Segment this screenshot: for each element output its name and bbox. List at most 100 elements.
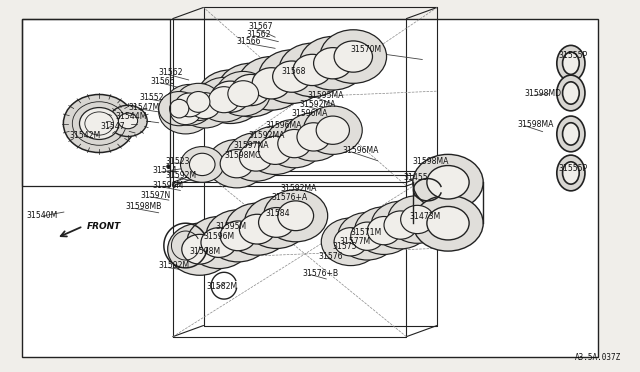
Ellipse shape: [300, 36, 366, 90]
Text: 31544M: 31544M: [115, 112, 147, 121]
Ellipse shape: [293, 54, 332, 86]
Text: 31576+B: 31576+B: [302, 269, 338, 278]
Ellipse shape: [182, 234, 218, 264]
Text: 31592MA: 31592MA: [280, 184, 317, 193]
Ellipse shape: [178, 83, 232, 128]
Ellipse shape: [297, 123, 330, 151]
Text: 31597NA: 31597NA: [234, 141, 269, 150]
Ellipse shape: [563, 162, 579, 184]
Ellipse shape: [320, 30, 387, 83]
Ellipse shape: [252, 68, 291, 99]
Text: 31523: 31523: [165, 157, 189, 166]
Text: 31598MB: 31598MB: [125, 202, 162, 211]
Ellipse shape: [351, 222, 384, 250]
Ellipse shape: [557, 75, 585, 111]
Ellipse shape: [206, 210, 270, 262]
Ellipse shape: [314, 48, 352, 79]
Ellipse shape: [176, 83, 221, 121]
Ellipse shape: [159, 89, 212, 134]
Ellipse shape: [401, 205, 434, 234]
Ellipse shape: [338, 212, 397, 260]
Ellipse shape: [557, 155, 585, 191]
Text: 31576: 31576: [319, 252, 343, 261]
Ellipse shape: [284, 113, 343, 161]
Text: 31595MA: 31595MA: [307, 92, 344, 100]
Ellipse shape: [197, 77, 251, 122]
Ellipse shape: [259, 50, 325, 103]
Ellipse shape: [413, 195, 483, 251]
Text: 31596M: 31596M: [204, 232, 235, 241]
Ellipse shape: [384, 211, 417, 239]
Ellipse shape: [189, 93, 220, 119]
Text: 31598MC: 31598MC: [224, 151, 260, 160]
Text: 31582M: 31582M: [206, 282, 237, 291]
Ellipse shape: [239, 143, 273, 171]
Ellipse shape: [207, 140, 266, 188]
Ellipse shape: [175, 93, 204, 117]
Ellipse shape: [259, 208, 294, 237]
Text: 31566: 31566: [237, 37, 261, 46]
Ellipse shape: [557, 45, 585, 81]
Text: A3.5A.037Z: A3.5A.037Z: [575, 353, 621, 362]
Ellipse shape: [273, 61, 311, 92]
Ellipse shape: [279, 43, 346, 97]
Text: 31584: 31584: [266, 209, 290, 218]
Ellipse shape: [334, 41, 372, 72]
Ellipse shape: [79, 108, 119, 140]
Text: 31597N: 31597N: [141, 191, 171, 200]
Ellipse shape: [232, 74, 270, 106]
Ellipse shape: [563, 82, 579, 104]
Text: 31568: 31568: [282, 67, 306, 76]
Text: 31596MA: 31596MA: [291, 109, 328, 118]
Text: 31576+A: 31576+A: [271, 193, 307, 202]
Ellipse shape: [216, 71, 270, 116]
Ellipse shape: [209, 87, 239, 113]
Text: 31542M: 31542M: [69, 131, 100, 140]
Text: 31595M: 31595M: [215, 222, 246, 231]
Ellipse shape: [265, 119, 324, 168]
Ellipse shape: [170, 99, 189, 118]
Ellipse shape: [187, 217, 251, 269]
Ellipse shape: [244, 196, 308, 248]
Text: 31592M: 31592M: [165, 171, 196, 180]
Text: 31567: 31567: [248, 22, 273, 31]
Ellipse shape: [168, 223, 232, 275]
Text: 31598MD: 31598MD: [525, 89, 562, 98]
Ellipse shape: [218, 63, 284, 117]
Text: 31598MA: 31598MA: [517, 120, 554, 129]
Text: 31547M: 31547M: [128, 103, 159, 112]
Ellipse shape: [180, 147, 224, 182]
Ellipse shape: [278, 129, 311, 158]
Text: 31547: 31547: [100, 122, 125, 131]
Ellipse shape: [228, 81, 259, 107]
Text: 31596MA: 31596MA: [266, 121, 302, 130]
Ellipse shape: [259, 136, 292, 164]
Text: 31566: 31566: [150, 77, 175, 86]
Ellipse shape: [187, 92, 210, 112]
Ellipse shape: [197, 70, 264, 124]
Text: 31596MA: 31596MA: [342, 146, 379, 155]
Ellipse shape: [303, 106, 362, 154]
Text: 31577M: 31577M: [339, 237, 371, 246]
Ellipse shape: [278, 201, 314, 231]
Text: 31598MA: 31598MA: [413, 157, 449, 166]
Ellipse shape: [321, 218, 380, 266]
Text: 31562: 31562: [246, 30, 271, 39]
Ellipse shape: [388, 196, 447, 243]
Text: 31552: 31552: [140, 93, 164, 102]
Ellipse shape: [316, 116, 349, 144]
Ellipse shape: [63, 94, 135, 153]
Text: 31592M: 31592M: [159, 262, 190, 270]
Text: 31540M: 31540M: [27, 211, 58, 220]
Ellipse shape: [225, 203, 289, 255]
Bar: [22, 19, 170, 186]
Ellipse shape: [413, 154, 483, 210]
Text: 31555P: 31555P: [558, 51, 588, 60]
Ellipse shape: [165, 84, 214, 125]
Ellipse shape: [563, 123, 579, 145]
Text: 31570M: 31570M: [351, 45, 382, 54]
Ellipse shape: [220, 150, 253, 178]
Text: 31592MA: 31592MA: [300, 100, 336, 109]
Text: 31592MA: 31592MA: [248, 131, 285, 140]
Ellipse shape: [246, 126, 305, 174]
